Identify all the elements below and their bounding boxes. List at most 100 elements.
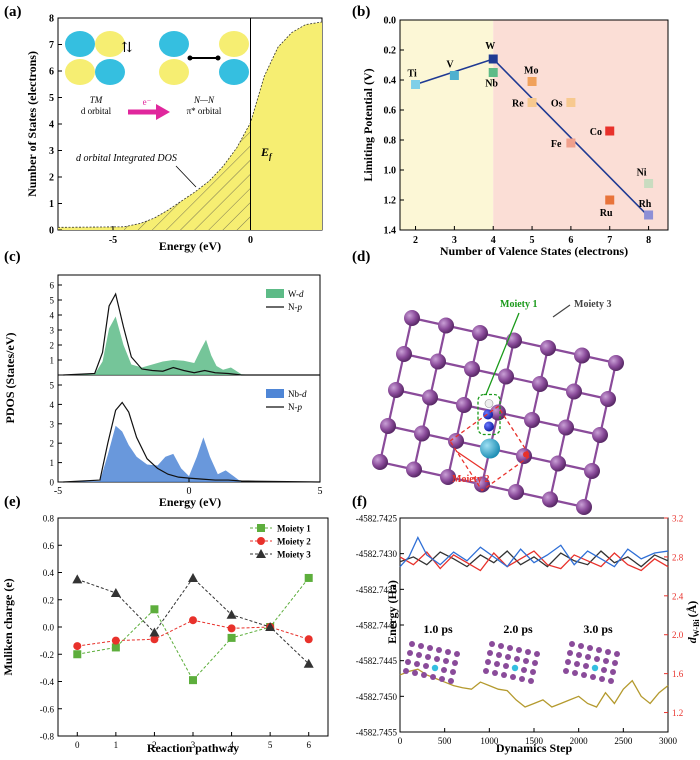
- bi-atom: [524, 412, 540, 428]
- y-tick-label: 0.4: [43, 568, 55, 578]
- bottom-d-area: [63, 425, 321, 482]
- right-y-tick-label: 2.0: [672, 630, 684, 640]
- snapshot-atom: [416, 652, 422, 658]
- top-legend-np-label: N-p: [288, 302, 303, 312]
- y-tick-label: 1.0: [384, 166, 397, 177]
- point-v: [449, 71, 459, 80]
- panel-d-label: (d): [352, 249, 370, 265]
- bi-atom: [406, 461, 422, 478]
- bi-atom: [532, 376, 548, 392]
- panel-b: (b) Ti V W Nb Mo Re Os Co Fe Ni Ru Rh 0.0 0.2 0.4 0.6 0.…: [352, 4, 669, 258]
- snapshot-w-atom: [591, 664, 599, 672]
- snapshot-atom: [596, 647, 602, 653]
- n-atom: [484, 421, 494, 432]
- marker-triangle: [149, 627, 160, 637]
- point-mo: [527, 77, 537, 86]
- right-y-tick-label: 2.8: [672, 552, 684, 562]
- y-tick-label: 1.2: [384, 196, 397, 207]
- bi-atom: [414, 425, 430, 442]
- x-tick-label: 7: [607, 235, 612, 246]
- top-np-line: [63, 292, 320, 376]
- bi-atom: [608, 355, 624, 371]
- x-tick-label: 5: [318, 486, 323, 497]
- y-tick-label: 0.6: [43, 541, 55, 551]
- x-tick-label: 0: [398, 736, 403, 746]
- y-tick-label: -4582.7430: [356, 549, 398, 559]
- marker-square: [304, 573, 313, 582]
- point-ni: [644, 179, 654, 188]
- snapshot-atom: [578, 643, 584, 649]
- marker-circle: [150, 635, 159, 644]
- occupied-hatch-region: [124, 122, 251, 230]
- marker-triangle: [110, 587, 121, 597]
- bi-atom: [438, 317, 454, 334]
- panel-e-x-axis-label: Reaction pathway: [147, 741, 239, 755]
- y-tick-label: 4: [49, 120, 54, 131]
- panel-d: (d) Moiety 1 Moiety 3 Moiety 2: [352, 249, 624, 515]
- right-y-tick-label: 3.2: [672, 514, 683, 524]
- y-tick-label: 0.4: [384, 76, 397, 87]
- y-tick-label: 6: [49, 67, 54, 78]
- snapshot-label: 1.0 ps: [423, 622, 453, 636]
- fermi-label: Ef: [260, 145, 273, 161]
- snapshot-atom: [525, 649, 531, 655]
- pi-orbital-label: π* orbital: [187, 106, 222, 116]
- x-tick-label: 1500: [525, 736, 544, 746]
- panel-f-right-axis-label: dW-Bi(Å): [685, 601, 700, 644]
- y-tick-label: 1: [50, 458, 55, 468]
- series-energy: [399, 668, 669, 708]
- panel-c-label: (c): [4, 249, 21, 265]
- y-tick-label: 8: [49, 14, 54, 25]
- x-tick-label: 3000: [659, 736, 678, 746]
- snapshot-atom: [590, 674, 596, 680]
- snapshot-atom: [483, 668, 489, 674]
- snapshot-atom: [414, 661, 420, 667]
- y-tick-label: 3: [50, 326, 55, 336]
- electron-label: e⁻: [143, 97, 152, 107]
- svg-text:⇅: ⇅: [121, 41, 133, 56]
- moiety2-box: [449, 405, 531, 492]
- snapshot-atom: [507, 645, 513, 651]
- moiety3-label: Moiety 3: [574, 299, 612, 310]
- point-nb: [488, 68, 498, 77]
- x-tick-label: 3: [191, 740, 196, 750]
- x-tick-label: 6: [568, 235, 573, 246]
- h-atom: [484, 399, 494, 408]
- panel-b-frame: [399, 19, 669, 231]
- bi-atom: [490, 404, 506, 421]
- point-rh: [644, 210, 654, 220]
- right-y-tick-label: 1.6: [672, 669, 684, 679]
- snapshot-atom: [510, 674, 516, 680]
- y-tick-label: 3: [49, 146, 54, 157]
- snapshot-atom: [485, 659, 491, 665]
- bi-atom: [600, 391, 616, 407]
- snapshot-atom: [576, 652, 582, 658]
- point-label: Mo: [524, 66, 538, 77]
- marker-square: [189, 676, 197, 685]
- x-tick-label: 2000: [570, 736, 589, 746]
- snapshot-atom: [585, 654, 591, 660]
- marker-triangle: [303, 658, 314, 668]
- snapshot-atom: [528, 678, 534, 684]
- y-tick-label: 1: [49, 199, 54, 210]
- panel-a-x-axis-label: Energy (eV): [159, 239, 221, 253]
- bottom-legend-np-label: N-p: [288, 402, 303, 412]
- lattice-structure: [372, 304, 624, 515]
- y-tick-label: 2: [49, 173, 54, 184]
- x-tick-label: 500: [438, 736, 452, 746]
- snapshot-atom: [572, 670, 578, 676]
- snapshot-atom: [603, 658, 609, 664]
- moiety1-box: [477, 393, 501, 436]
- series-dark: [399, 550, 669, 568]
- snapshot-label: 3.0 ps: [583, 622, 613, 636]
- snapshot-atom: [498, 643, 504, 649]
- snapshot-atom: [574, 661, 580, 667]
- moiety2-arrow: [455, 450, 485, 471]
- y-tick-label: 1: [50, 356, 55, 366]
- bi-atom: [498, 368, 514, 385]
- w-atom: [480, 438, 500, 459]
- snapshot-atom: [443, 658, 449, 664]
- legend-marker: [257, 524, 265, 532]
- snapshot-atom: [405, 659, 411, 665]
